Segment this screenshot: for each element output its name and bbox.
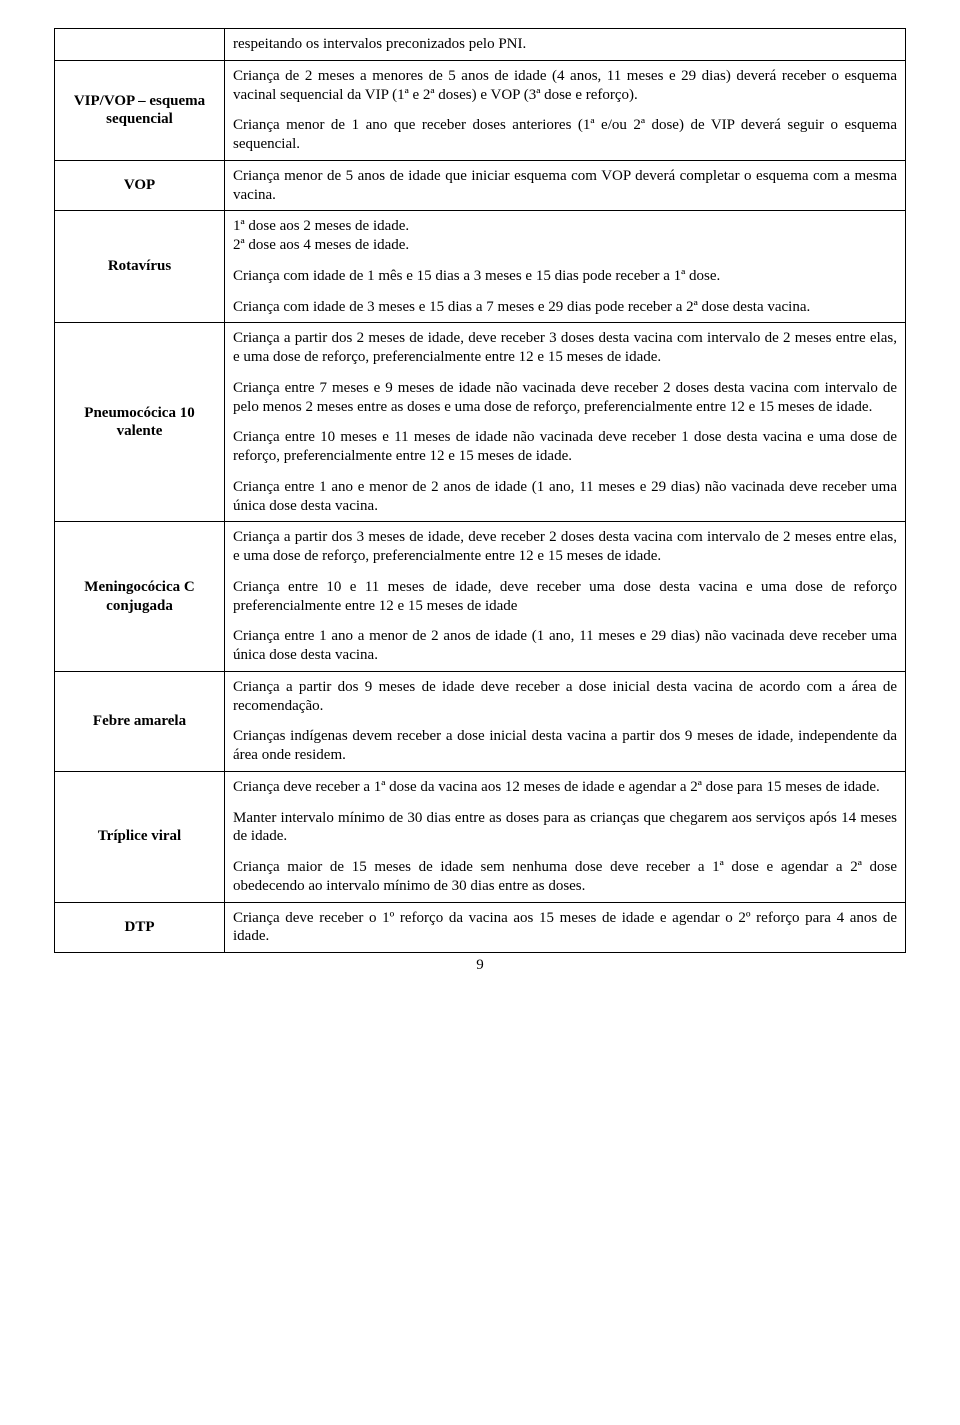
table-row: Febre amarelaCriança a partir dos 9 mese… bbox=[55, 671, 906, 771]
paragraph: Criança menor de 5 anos de idade que ini… bbox=[233, 167, 897, 205]
paragraph: Criança com idade de 1 mês e 15 dias a 3… bbox=[233, 267, 897, 286]
paragraph: Criança com idade de 3 meses e 15 dias a… bbox=[233, 298, 897, 317]
row-febre-amarela-label: Febre amarela bbox=[55, 671, 225, 771]
paragraph: Criança entre 10 meses e 11 meses de ida… bbox=[233, 428, 897, 466]
row-meningococica-label: Meningocócica C conjugada bbox=[55, 522, 225, 672]
row-content: 1ª dose aos 2 meses de idade.2ª dose aos… bbox=[225, 211, 906, 323]
paragraph: Criança entre 7 meses e 9 meses de idade… bbox=[233, 379, 897, 417]
row-content: Criança a partir dos 3 meses de idade, d… bbox=[225, 522, 906, 672]
row-rotavirus-label: Rotavírus bbox=[55, 211, 225, 323]
row-content: respeitando os intervalos preconizados p… bbox=[225, 29, 906, 61]
paragraph: Criança a partir dos 3 meses de idade, d… bbox=[233, 528, 897, 566]
paragraph: Crianças indígenas devem receber a dose … bbox=[233, 727, 897, 765]
paragraph: Criança menor de 1 ano que receber doses… bbox=[233, 116, 897, 154]
vaccine-table: respeitando os intervalos preconizados p… bbox=[54, 28, 906, 953]
paragraph: Criança de 2 meses a menores de 5 anos d… bbox=[233, 67, 897, 105]
table-row: DTPCriança deve receber o 1º reforço da … bbox=[55, 902, 906, 953]
paragraph: Criança a partir dos 9 meses de idade de… bbox=[233, 678, 897, 716]
row-content: Criança a partir dos 2 meses de idade, d… bbox=[225, 323, 906, 522]
row-content: Criança deve receber o 1º reforço da vac… bbox=[225, 902, 906, 953]
paragraph: Criança a partir dos 2 meses de idade, d… bbox=[233, 329, 897, 367]
paragraph: Criança deve receber o 1º reforço da vac… bbox=[233, 909, 897, 947]
row-triplice-viral-label: Tríplice viral bbox=[55, 771, 225, 902]
vaccine-table-body: respeitando os intervalos preconizados p… bbox=[55, 29, 906, 953]
row-intro-label bbox=[55, 29, 225, 61]
table-row: VOPCriança menor de 5 anos de idade que … bbox=[55, 160, 906, 211]
row-content: Criança menor de 5 anos de idade que ini… bbox=[225, 160, 906, 211]
row-content: Criança deve receber a 1ª dose da vacina… bbox=[225, 771, 906, 902]
page-number: 9 bbox=[54, 957, 906, 974]
paragraph: Criança entre 1 ano a menor de 2 anos de… bbox=[233, 627, 897, 665]
paragraph: 1ª dose aos 2 meses de idade.2ª dose aos… bbox=[233, 217, 897, 255]
table-row: Tríplice viral Criança deve receber a 1ª … bbox=[55, 771, 906, 902]
paragraph: Criança maior de 15 meses de idade sem n… bbox=[233, 858, 897, 896]
paragraph: respeitando os intervalos preconizados p… bbox=[233, 35, 897, 54]
table-row: Meningocócica C conjugadaCriança a parti… bbox=[55, 522, 906, 672]
row-content: Criança de 2 meses a menores de 5 anos d… bbox=[225, 60, 906, 160]
row-dtp-label: DTP bbox=[55, 902, 225, 953]
row-vip-vop-label: VIP/VOP – esquema sequencial bbox=[55, 60, 225, 160]
row-content: Criança a partir dos 9 meses de idade de… bbox=[225, 671, 906, 771]
table-row: Rotavírus1ª dose aos 2 meses de idade.2ª… bbox=[55, 211, 906, 323]
table-row: respeitando os intervalos preconizados p… bbox=[55, 29, 906, 61]
row-pneumococica-label: Pneumocócica 10 valente bbox=[55, 323, 225, 522]
row-vop-label: VOP bbox=[55, 160, 225, 211]
paragraph: Manter intervalo mínimo de 30 dias entre… bbox=[233, 809, 897, 847]
table-row: Pneumocócica 10 valenteCriança a partir … bbox=[55, 323, 906, 522]
paragraph: Criança deve receber a 1ª dose da vacina… bbox=[233, 778, 897, 797]
table-row: VIP/VOP – esquema sequencialCriança de 2… bbox=[55, 60, 906, 160]
paragraph: Criança entre 10 e 11 meses de idade, de… bbox=[233, 578, 897, 616]
paragraph: Criança entre 1 ano e menor de 2 anos de… bbox=[233, 478, 897, 516]
